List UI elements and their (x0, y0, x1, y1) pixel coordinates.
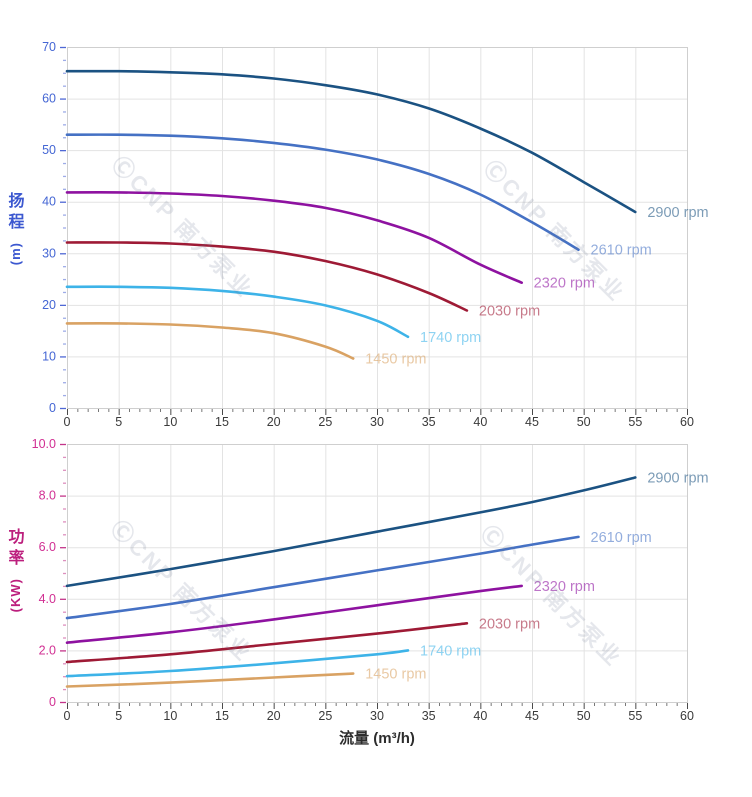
y-axis-tick-labels: 0 10 20 30 40 50 60 70 (42, 40, 56, 415)
svg-text:45: 45 (525, 415, 539, 429)
svg-text:50: 50 (577, 415, 591, 429)
svg-text:50: 50 (577, 709, 591, 723)
curve-label-2320-rpm: 2320 rpm (534, 276, 595, 292)
svg-text:35: 35 (422, 415, 436, 429)
head-axis-unit: (m) (8, 241, 23, 265)
svg-text:25: 25 (318, 709, 332, 723)
x-axis-tick-labels: 0 5 10 15 20 25 30 35 40 45 50 55 60 (64, 415, 694, 429)
svg-text:25: 25 (318, 415, 332, 429)
y-axis-tick-labels: 0 2.0 4.0 6.0 8.0 10.0 (32, 437, 56, 709)
svg-text:6.0: 6.0 (39, 540, 56, 554)
curve-2030-rpm (65, 241, 469, 312)
svg-text:60: 60 (42, 92, 56, 106)
svg-text:40: 40 (42, 195, 56, 209)
head-axis-title-char-2: 程 (8, 213, 25, 231)
svg-text:5: 5 (115, 415, 122, 429)
svg-text:35: 35 (422, 709, 436, 723)
svg-text:30: 30 (42, 246, 56, 260)
curve-label-2030-rpm: 2030 rpm (479, 304, 540, 320)
y-axis-ticks (60, 46, 66, 410)
head-flow-chart: 0 5 10 15 20 25 30 35 40 45 50 55 60 0 10 20 30 40 50 60 70 2… (42, 40, 709, 429)
curve-2900-rpm (65, 69, 637, 214)
svg-text:0: 0 (64, 415, 71, 429)
x-axis-tick-labels: 0 5 10 15 20 25 30 35 40 45 50 55 60 (64, 709, 694, 723)
svg-text:10: 10 (163, 709, 177, 723)
plot-border (67, 47, 688, 409)
curve-label-1740-rpm: 1740 rpm (420, 643, 481, 659)
x-axis-ticks (67, 409, 688, 415)
curve-2900-rpm (65, 476, 637, 588)
power-flow-chart: 0 5 10 15 20 25 30 35 40 45 50 55 60 0 2.0 4.0 6.0 8.0 10.… (32, 437, 709, 723)
curve-label-2030-rpm: 2030 rpm (479, 616, 540, 632)
power-axis-title-char-1: 功 (8, 529, 25, 546)
svg-text:10: 10 (163, 415, 177, 429)
curve-label-2320-rpm: 2320 rpm (534, 579, 595, 595)
svg-text:70: 70 (42, 40, 56, 54)
svg-text:5: 5 (115, 709, 122, 723)
svg-text:50: 50 (42, 143, 56, 157)
curve-1740-rpm (65, 285, 410, 339)
svg-text:20: 20 (42, 298, 56, 312)
svg-text:20: 20 (267, 709, 281, 723)
svg-text:2.0: 2.0 (39, 643, 56, 657)
power-axis-title-char-2: 率 (8, 549, 25, 567)
svg-text:15: 15 (215, 415, 229, 429)
svg-text:40: 40 (473, 415, 487, 429)
curve-label-1450-rpm: 1450 rpm (365, 351, 426, 367)
svg-text:40: 40 (473, 709, 487, 723)
plot-border (67, 444, 688, 703)
svg-text:0: 0 (64, 709, 71, 723)
gridlines (67, 444, 688, 703)
svg-text:0: 0 (49, 695, 56, 709)
svg-text:8.0: 8.0 (39, 489, 56, 503)
flow-axis-title: 流量 (m³/h) (339, 730, 415, 747)
svg-text:60: 60 (680, 709, 694, 723)
curve-2610-rpm (65, 535, 580, 620)
curve-label-2900-rpm: 2900 rpm (647, 205, 708, 221)
svg-text:15: 15 (215, 709, 229, 723)
curve-2610-rpm (65, 133, 580, 251)
head-axis-title: 扬 程 (m) (8, 192, 25, 265)
curve-1450-rpm (65, 672, 355, 688)
head-axis-title-char-1: 扬 (8, 193, 25, 210)
svg-text:30: 30 (370, 415, 384, 429)
svg-text:10: 10 (42, 349, 56, 363)
svg-text:30: 30 (370, 709, 384, 723)
curve-label-2610-rpm: 2610 rpm (591, 530, 652, 546)
y-axis-ticks (60, 443, 66, 704)
svg-text:20: 20 (267, 415, 281, 429)
curve-2320-rpm (65, 584, 523, 644)
x-axis-ticks (67, 703, 688, 709)
curve-1740-rpm (65, 649, 410, 678)
curve-label-1450-rpm: 1450 rpm (365, 667, 426, 683)
curve-2320-rpm (65, 191, 523, 284)
svg-text:4.0: 4.0 (39, 592, 56, 606)
svg-text:45: 45 (525, 709, 539, 723)
svg-text:55: 55 (628, 709, 642, 723)
curve-label-2900-rpm: 2900 rpm (647, 471, 708, 487)
curve-2030-rpm (65, 622, 469, 664)
svg-text:60: 60 (680, 415, 694, 429)
svg-text:0: 0 (49, 401, 56, 415)
curve-label-1740-rpm: 1740 rpm (420, 330, 481, 346)
curve-label-2610-rpm: 2610 rpm (591, 243, 652, 259)
power-axis-unit: (KW) (8, 577, 23, 612)
curve-1450-rpm (65, 322, 355, 360)
svg-text:10.0: 10.0 (32, 437, 56, 451)
power-axis-title: 功 率 (KW) (8, 528, 25, 612)
svg-text:55: 55 (628, 415, 642, 429)
